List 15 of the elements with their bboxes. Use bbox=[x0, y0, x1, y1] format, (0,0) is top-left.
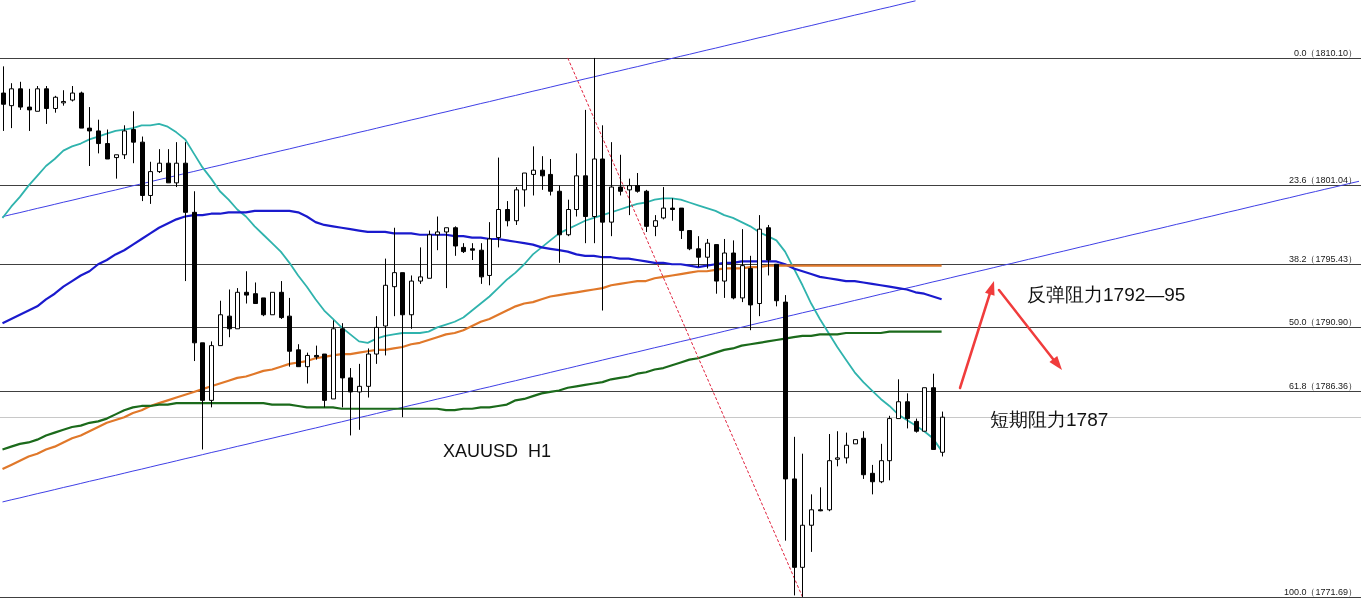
y-tick-label: （1801.04） bbox=[1306, 174, 1357, 185]
annotation: 50.0 bbox=[1288, 316, 1307, 327]
annotation: 短期阻力1787 bbox=[990, 409, 1109, 430]
annotation: 0.0 bbox=[1293, 47, 1307, 58]
annotation: XAUUSD H1 bbox=[443, 441, 552, 461]
y-tick-label: （1786.36） bbox=[1306, 380, 1357, 391]
annotation: 反弹阻力1792—95 bbox=[1027, 284, 1186, 305]
y-tick-label: （1771.69） bbox=[1306, 586, 1357, 597]
y-tick-label: （1790.90） bbox=[1306, 316, 1357, 327]
annotation: 61.8 bbox=[1288, 380, 1307, 391]
annotation: 38.2 bbox=[1288, 253, 1307, 264]
annotation: 100.0 bbox=[1283, 586, 1307, 597]
y-tick-label: （1795.43） bbox=[1306, 253, 1357, 264]
annotation: 23.6 bbox=[1288, 174, 1307, 185]
y-tick-label: （1810.10） bbox=[1306, 47, 1357, 58]
